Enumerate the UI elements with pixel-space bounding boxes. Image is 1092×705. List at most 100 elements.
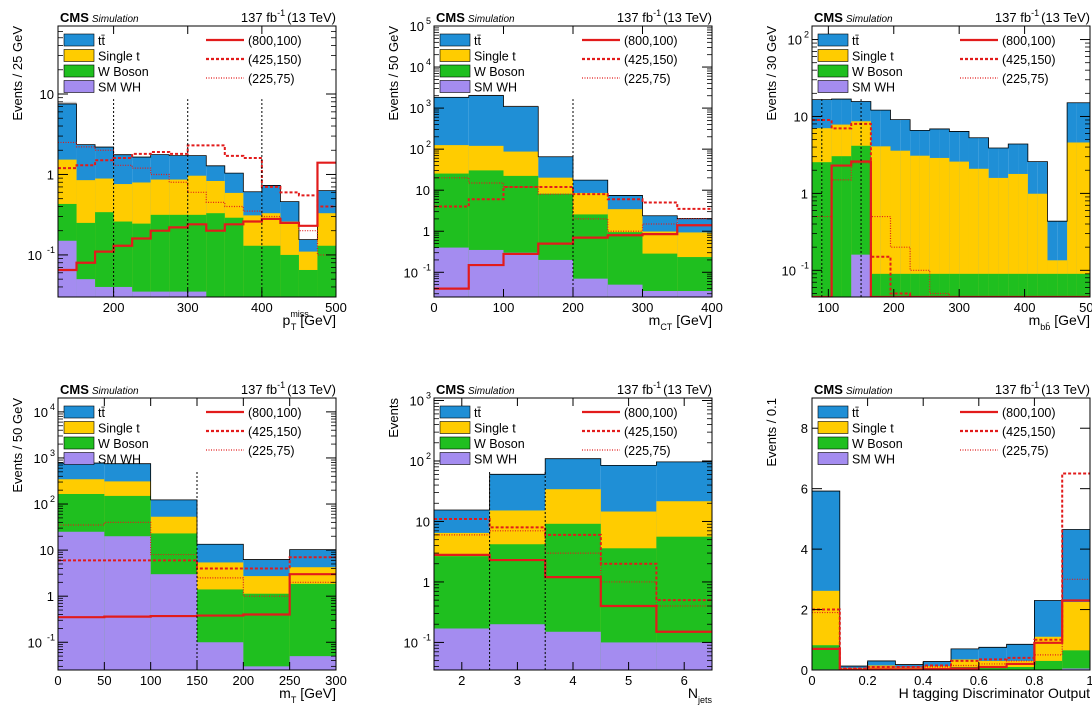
y-tick-label-exp: 4 <box>426 57 431 67</box>
signal-s225 <box>812 162 1090 297</box>
legend-label-3: SM WH <box>98 81 141 95</box>
lumi-exp: -1 <box>653 8 661 18</box>
smwh-bar-2 <box>150 574 197 670</box>
y-tick-label: 10 <box>410 101 424 116</box>
x-axis-label-sup: miss <box>290 309 309 319</box>
x-axis-label-sub: jets <box>697 695 713 705</box>
legend-label-2: W Boson <box>852 65 903 79</box>
wboson-bar-24 <box>1047 273 1058 297</box>
x-tick-label: 6 <box>681 673 688 688</box>
legend-signal-label-1: (425,150) <box>624 425 678 439</box>
smwh-bar-9 <box>1062 668 1090 670</box>
legend-signal-label-2: (225,75) <box>248 72 295 86</box>
legend-swatch-0 <box>817 33 849 47</box>
y-tick-label: 8 <box>801 421 808 436</box>
singlet-bar-11 <box>919 155 930 297</box>
x-tick-label: 0.2 <box>859 673 877 688</box>
legend-swatch-0 <box>63 33 95 47</box>
signal-s800 <box>58 573 336 619</box>
wboson-bar-5 <box>289 583 336 670</box>
x-axis-label: H tagging Discriminator Output <box>899 685 1091 701</box>
total-outline <box>58 103 336 297</box>
legend-label-2: W Boson <box>98 65 149 79</box>
x-tick-label: 0.6 <box>970 673 988 688</box>
y-axis-label: Events / 0.1 <box>764 398 779 467</box>
x-axis-label-main: m <box>649 312 661 328</box>
y-axis-label: Events / 25 GeV <box>10 26 25 121</box>
cms-text: CMS <box>60 382 89 397</box>
signal-s225 <box>434 177 712 232</box>
legend: tt̄ Single tW Boson SM WH (800,100) (425,150… <box>439 33 678 95</box>
y-tick-label-exp: -1 <box>423 632 431 642</box>
smwh-bar-0 <box>58 240 77 297</box>
simulation-text: Simulation <box>468 14 515 25</box>
wboson-bar-4 <box>243 593 290 670</box>
wboson-bar-0 <box>812 162 822 297</box>
legend-label-3: SM WH <box>852 81 895 95</box>
x-tick-label: 300 <box>632 300 654 315</box>
lumi-energy: (13 TeV) <box>663 10 712 25</box>
y-tick-label: 10 <box>40 543 54 558</box>
x-tick-label: 100 <box>818 300 840 315</box>
wboson-bar-6 <box>642 253 678 297</box>
legend-signal-label-2: (225,75) <box>1002 72 1049 86</box>
x-axis-label-unit: [GeV] <box>296 312 336 328</box>
y-tick-label: 1 <box>801 186 808 201</box>
y-tick-label-exp: -1 <box>47 632 55 642</box>
singlet-bar-6 <box>870 146 881 297</box>
y-tick-label: 10 <box>410 454 424 469</box>
y-tick-label-exp: 5 <box>426 16 431 26</box>
singlet-bar-16 <box>968 168 979 297</box>
lumi-energy: (13 TeV) <box>287 10 336 25</box>
wboson-bar-14 <box>949 273 960 297</box>
legend-signal-label-1: (425,150) <box>248 425 302 439</box>
singlet-bar-27 <box>1076 142 1090 297</box>
cms-label: CMS Simulation <box>436 10 515 25</box>
singlet-bar-6 <box>978 660 1007 670</box>
x-tick-label: 100 <box>493 300 515 315</box>
lumi-energy: (13 TeV) <box>287 382 336 397</box>
cms-text: CMS <box>436 382 465 397</box>
legend-swatch-1 <box>817 49 849 62</box>
simulation-text: Simulation <box>846 14 893 25</box>
x-tick-label: 150 <box>186 673 208 688</box>
singlet-bar-14 <box>949 161 960 297</box>
y-tick-label-exp: 2 <box>50 494 55 504</box>
lumi-label: 137 fb-1 (13 TeV) <box>241 380 336 397</box>
total-outline <box>58 462 336 670</box>
wboson-bar-5 <box>861 145 871 297</box>
simulation-text: Simulation <box>92 386 139 397</box>
legend: tt̄ Single tW Boson SM WH (800,100) (425,150… <box>63 33 302 95</box>
legend-label-3: SM WH <box>852 453 895 467</box>
wboson-bar-26 <box>1067 273 1077 297</box>
legend-label-0: tt̄ <box>474 34 481 48</box>
legend-signal-label-0: (800,100) <box>248 406 302 420</box>
smwh-bar-6 <box>169 291 188 297</box>
singlet-bar-7 <box>1006 660 1035 670</box>
wboson-bar-12 <box>929 273 940 297</box>
smwh-bar-2 <box>503 252 539 297</box>
singlet-bar-9 <box>900 150 911 297</box>
x-tick-label: 3 <box>514 673 521 688</box>
legend-signal-label-0: (800,100) <box>1002 34 1056 48</box>
signal-s425 <box>812 472 1090 670</box>
legend-label-1: Single t <box>852 422 894 436</box>
y-tick-label: 4 <box>801 542 808 557</box>
legend-label-3: SM WH <box>98 453 141 467</box>
x-tick-label: 300 <box>948 300 970 315</box>
singlet-bar-26 <box>1067 142 1077 297</box>
wboson-bar-6 <box>978 666 1007 670</box>
singlet-bar-2 <box>867 665 896 670</box>
lumi-exp: -1 <box>1031 8 1039 18</box>
smwh-bar-7 <box>187 291 207 297</box>
lumi-value: 137 fb <box>241 382 277 397</box>
ttbar-bar-25 <box>1057 221 1068 297</box>
singlet-bar-19 <box>998 177 1009 297</box>
wboson-bar-16 <box>968 273 979 297</box>
y-axis-label: Events / 50 GeV <box>386 26 401 121</box>
smwh-bar-4 <box>243 666 290 670</box>
x-axis-label: mT [GeV] <box>279 685 336 705</box>
wboson-bar-8 <box>1034 660 1063 670</box>
legend-swatch-0 <box>817 405 849 419</box>
lumi-exp: -1 <box>653 380 661 390</box>
